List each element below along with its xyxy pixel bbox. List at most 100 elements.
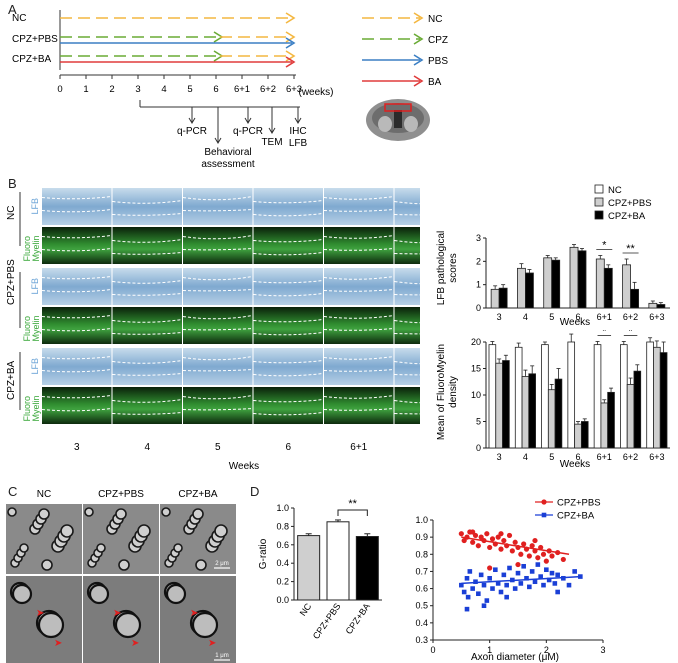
stain-label-myelin: Myelin	[31, 395, 41, 421]
boundary-upper	[323, 315, 394, 319]
trend-line	[461, 536, 570, 556]
scatter-point-cpz-ba	[555, 589, 560, 595]
axon-profile	[38, 508, 50, 520]
boundary-lower	[323, 248, 394, 251]
scatter-point-cpz-pbs	[535, 555, 541, 561]
micrograph-bg	[324, 227, 394, 264]
scatter-point-cpz-pbs	[506, 532, 513, 539]
boundary-upper	[253, 360, 324, 364]
fm-ylabel-1: Mean of FluoroMyelin	[436, 344, 447, 440]
axon-profile	[173, 543, 183, 553]
significance-label: **	[626, 243, 635, 255]
boundary-lower	[253, 252, 324, 256]
red-arrow-marker: ➤	[131, 638, 139, 649]
scatter-point-cpz-pbs	[487, 565, 493, 571]
boundary-lower	[394, 374, 420, 376]
fm-ylabel-2: density	[448, 376, 459, 408]
boundary-lower	[112, 293, 183, 296]
y-tick-label: 0.5	[415, 601, 428, 611]
boundary-upper	[182, 276, 253, 281]
fluoromyelin-micrograph	[41, 307, 112, 344]
bar	[577, 250, 587, 309]
bar	[514, 346, 523, 449]
legend-pbs-arrow	[413, 54, 424, 66]
bar	[593, 344, 602, 449]
bar	[502, 360, 510, 449]
boundary-lower	[394, 214, 420, 216]
timepoint-label: 4	[144, 442, 150, 453]
axon-profile	[19, 543, 29, 553]
scatter-point-cpz-ba	[546, 577, 552, 583]
scatter-point-cpz-ba	[512, 586, 518, 591]
panel-c-letter: C	[8, 484, 18, 499]
timeline-tick-label: 2	[109, 84, 114, 95]
micrograph-bg	[324, 188, 394, 225]
bar	[648, 302, 658, 309]
scatter-point-cpz-ba	[493, 567, 498, 573]
legend-pbs-label: PBS	[428, 56, 448, 67]
fluoromyelin-micrograph	[394, 307, 420, 344]
scatter-point-cpz-pbs	[538, 544, 544, 551]
bar	[603, 267, 613, 309]
scatter-point-cpz-pbs	[512, 539, 518, 545]
legend-label: NC	[608, 185, 622, 196]
boundary-lower	[253, 373, 324, 377]
boundary-upper	[112, 319, 183, 323]
x-tick-label: 6+3	[649, 312, 664, 322]
axon-profile-high	[11, 583, 33, 605]
axon-profile	[214, 524, 228, 538]
scatter-point-cpz-ba	[481, 582, 487, 588]
scatter-point-cpz-ba	[487, 575, 492, 581]
legend-label: CPZ+BA	[557, 511, 595, 522]
scatter-point-cpz-ba	[535, 562, 541, 567]
micrograph-bg	[324, 268, 394, 305]
scatter-point-cpz-pbs	[501, 537, 507, 544]
boundary-lower	[323, 209, 394, 212]
legend-nc-label: NC	[428, 14, 442, 25]
lfb-micrograph	[253, 268, 324, 305]
boundary-upper	[253, 319, 324, 323]
boundary-lower	[41, 289, 112, 293]
fluoromyelin-micrograph	[253, 307, 324, 344]
micrograph-bg	[42, 348, 112, 385]
lfb-micrograph	[112, 348, 183, 385]
micrograph-bg	[183, 348, 253, 385]
timepoint-label: 6	[285, 442, 291, 453]
bar	[355, 536, 379, 601]
micrograph-bg	[253, 188, 323, 225]
micrograph-bg	[112, 307, 182, 344]
y-tick-label: 1.0	[276, 503, 289, 513]
scatter-point-cpz-pbs	[515, 561, 521, 568]
scatter-xlabel: Axon diameter (μM)	[471, 652, 559, 663]
scatter-point-cpz-pbs	[549, 553, 555, 559]
axon-profile	[60, 524, 74, 538]
y-tick-label: 0.9	[415, 532, 428, 542]
fluoromyelin-micrograph	[253, 227, 324, 264]
boundary-upper	[182, 235, 253, 240]
scatter-point-cpz-ba	[521, 563, 526, 569]
y-tick-label: 10	[471, 390, 481, 400]
timeline-ticks: 0 1 2 3 4 5 6 6+1 6+2 6+3	[57, 75, 302, 95]
boundary-lower	[323, 328, 394, 331]
bar	[297, 535, 321, 601]
x-tick-label: 4	[523, 452, 528, 462]
boundary-upper	[112, 399, 183, 403]
y-tick-label: 5	[476, 417, 481, 427]
brain-section-icon	[366, 99, 430, 141]
axon-profile	[161, 507, 171, 517]
bar	[659, 352, 668, 449]
pbs-arrow-head	[285, 37, 296, 49]
scatter-point-cpz-pbs	[495, 534, 501, 540]
y-tick-label: 1	[476, 280, 481, 290]
boundary-upper	[182, 356, 253, 361]
scatter-point-cpz-pbs	[521, 541, 527, 547]
scatter-point-cpz-pbs	[560, 556, 566, 563]
bar	[551, 259, 561, 309]
y-tick-label: 0	[476, 303, 481, 313]
scatter-point-cpz-ba	[527, 584, 532, 590]
boundary-upper	[323, 395, 394, 399]
panel-b-letter: B	[8, 176, 17, 191]
axon-profile	[41, 559, 53, 571]
micrograph-bg	[42, 307, 112, 344]
boundary-upper	[253, 239, 324, 243]
